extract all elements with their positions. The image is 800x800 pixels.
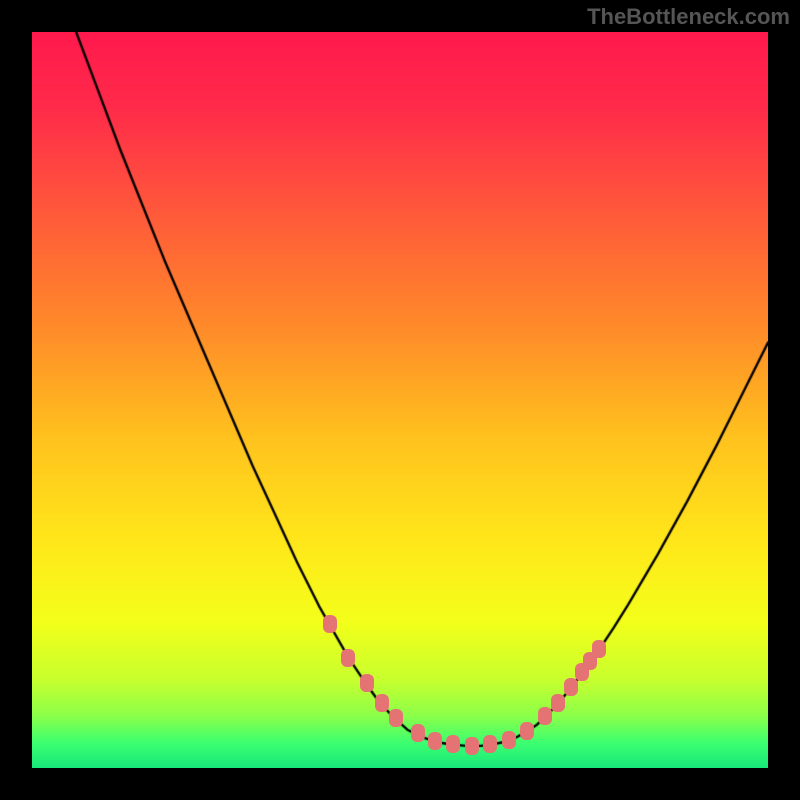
data-marker: [551, 694, 565, 712]
data-marker: [465, 737, 479, 755]
data-marker: [389, 709, 403, 727]
data-marker: [375, 694, 389, 712]
data-marker: [520, 722, 534, 740]
data-marker: [411, 724, 425, 742]
data-marker: [360, 674, 374, 692]
data-marker: [538, 707, 552, 725]
plot-area: [32, 32, 768, 768]
data-marker: [323, 615, 337, 633]
data-marker: [564, 678, 578, 696]
chart-root: TheBottleneck.com: [0, 0, 800, 800]
data-marker: [341, 649, 355, 667]
watermark-text: TheBottleneck.com: [587, 4, 790, 30]
data-marker: [428, 732, 442, 750]
data-marker: [446, 735, 460, 753]
markers-layer: [32, 32, 768, 768]
data-marker: [502, 731, 516, 749]
data-marker: [483, 735, 497, 753]
data-marker: [592, 640, 606, 658]
